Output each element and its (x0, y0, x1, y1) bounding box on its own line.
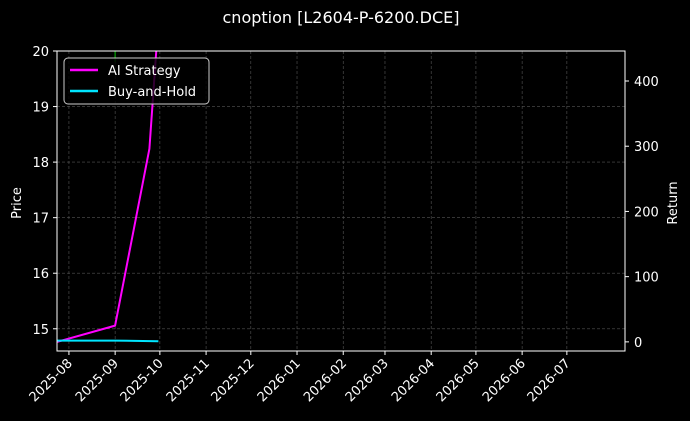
series-line-buy-and-hold (57, 339, 159, 343)
legend-label-ai-strategy: AI Strategy (108, 64, 181, 79)
legend-label-buy-and-hold: Buy-and-Hold (108, 85, 196, 100)
plot-frame (56, 50, 626, 352)
right-axis-label: Return (666, 181, 681, 224)
right-y-tick-label: 100 (634, 271, 659, 286)
left-y-tick-label: 16 (32, 267, 49, 282)
chart-title: cnoption [L2604-P-6200.DCE] (223, 8, 460, 27)
right-y-tick-label: 400 (634, 75, 659, 90)
left-y-tick-label: 17 (32, 212, 49, 227)
right-y-tick-label: 300 (634, 140, 659, 155)
right-y-tick-label: 0 (634, 336, 642, 351)
left-y-tick-label: 19 (32, 101, 49, 116)
legend-box (63, 57, 210, 105)
left-y-tick-label: 18 (32, 156, 49, 171)
right-y-tick-label: 200 (634, 205, 659, 220)
left-axis-label: Price (10, 187, 25, 219)
legend: AI Strategy Buy-and-Hold (63, 57, 210, 105)
left-y-tick-label: 15 (32, 323, 49, 338)
left-y-tick-label: 20 (32, 45, 49, 60)
